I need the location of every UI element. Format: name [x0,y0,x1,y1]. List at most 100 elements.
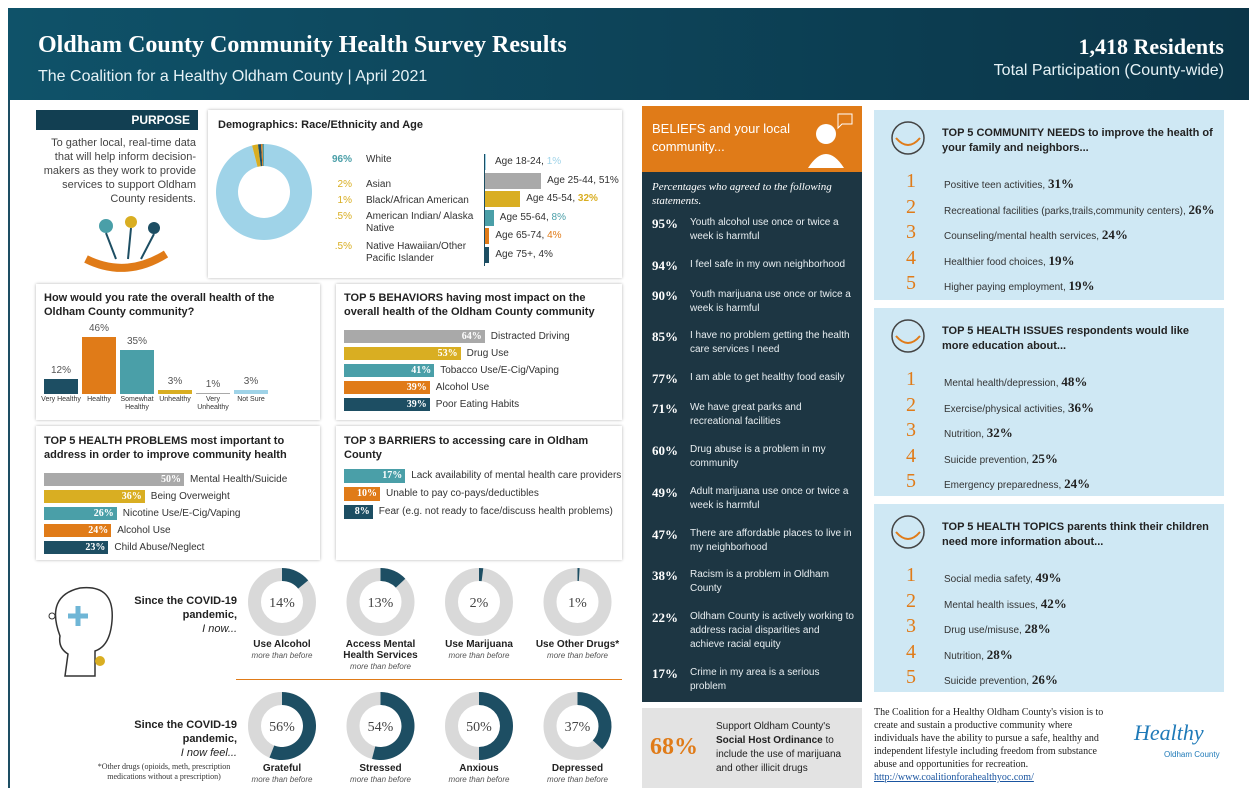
bar-value: 23% [74,542,105,553]
covid-heading: Since the COVID-19 pandemic, [131,718,237,746]
race-value: .5% [328,241,352,252]
item-value: 25% [1032,451,1058,466]
rank: 3 [906,615,916,638]
belief-value: 94% [652,258,690,274]
item-text: Drug use/misuse, [944,625,1022,636]
age-value: 32% [578,193,598,204]
covid-donuts: 14%13%2%1%56%54%50%37% [36,566,622,788]
belief-row: 49%Adult marijuana use once or twice a w… [652,485,856,513]
item-value: 26% [1189,202,1215,217]
left-rule [8,100,10,788]
list-item: Drug use/misuse, 28% [944,621,1220,637]
bar-category: Tobacco Use/E-Cig/Vaping [440,365,559,376]
bar-value: 12% [44,365,78,376]
belief-value: 22% [652,610,690,652]
bar-category: Unhealthy [154,396,196,404]
donut-label: Depressed [533,763,623,774]
donut-value: 13% [368,596,394,611]
bar-category: Healthy [78,396,120,404]
demographics-panel: Demographics: Race/Ethnicity and Age 96%… [208,110,622,278]
belief-row: 38%Racism is a problem in Oldham County [652,568,856,596]
rank: 4 [906,641,916,664]
belief-text: Racism is a problem in Oldham County [690,568,856,596]
page: Oldham County Community Health Survey Re… [0,0,1257,788]
age-label: Age 55-64, 8% [500,212,566,223]
donut-value: 50% [466,720,492,735]
footnote: *Other drugs (opioids, meth, prescriptio… [86,762,242,782]
donut-label: Use Marijuana [434,639,524,650]
bar-value: 1% [196,379,230,390]
ordinance-before: Support Oldham County's [716,721,830,732]
rank: 4 [906,445,916,468]
problems-panel: TOP 5 HEALTH PROBLEMS most important to … [36,426,320,560]
bar-value: 24% [77,525,108,536]
donut-label: Grateful [237,763,327,774]
bar-category: Child Abuse/Neglect [114,542,204,553]
belief-row: 17%Crime in my area is a serious problem [652,666,856,694]
item-text: Social media safety, [944,574,1033,585]
list-item: Mental health issues, 42% [944,596,1220,612]
item-value: 26% [1032,672,1058,687]
beliefs-header: BELIEFS and your local community... [642,106,862,172]
item-value: 48% [1061,374,1087,389]
list-item: Suicide prevention, 25% [944,451,1220,467]
race-name: Native Hawaiian/Other Pacific Islander [366,241,478,265]
age-label: Age 25-44, 51% [547,175,619,186]
purpose-illustration [76,214,176,274]
belief-text: I feel safe in my own neighborhood [690,258,845,274]
item-text: Recreational facilities (parks,trails,co… [944,206,1186,217]
subtitle: The Coalition for a Healthy Oldham Count… [38,68,427,86]
pie-slice [216,144,312,240]
list-item: Higher paying employment, 19% [944,278,1220,294]
ordinance-value: 68% [650,734,698,761]
age-bar [485,228,489,244]
belief-text: There are affordable places to live in m… [690,527,856,555]
footer-link[interactable]: http://www.coalitionforahealthyoc.com/ [874,772,1034,783]
list-title: TOP 5 COMMUNITY NEEDS to improve the hea… [942,126,1214,156]
donut-label: Stressed [336,763,426,774]
bar-value: 53% [427,348,458,359]
belief-text: I have no problem getting the health car… [690,329,856,357]
rank: 3 [906,221,916,244]
rank: 2 [906,394,916,417]
logo: Healthy Oldham County [1124,712,1224,772]
item-text: Nutrition, [944,429,984,440]
rank: 5 [906,470,916,493]
title: Oldham County Community Health Survey Re… [38,32,567,59]
list-title: TOP 5 HEALTH TOPICS parents think their … [942,520,1214,550]
race-value: 96% [328,154,352,165]
item-text: Mental health/depression, [944,378,1059,389]
needs-panel: TOP 5 COMMUNITY NEEDS to improve the hea… [874,110,1224,300]
section-icon [880,114,936,170]
panel-title: TOP 5 HEALTH PROBLEMS most important to … [44,434,314,462]
belief-value: 77% [652,371,690,387]
overall-health-panel: How would you rate the overall health of… [36,284,320,420]
bar-value: 3% [158,376,192,387]
bar-category: Somewhat Healthy [116,396,158,412]
bar-value: 39% [396,399,427,410]
bar-category: Nicotine Use/E-Cig/Vaping [123,508,241,519]
belief-value: 38% [652,568,690,596]
donut-label: Anxious [434,763,524,774]
age-name: Age 55-64, [500,212,549,223]
donut-value: 54% [368,720,394,735]
donut-note: more than before [237,775,327,784]
list-item: Healthier food choices, 19% [944,253,1220,269]
bar-value: 50% [150,474,181,485]
race-name: White [366,154,478,166]
bar-category: Fear (e.g. not ready to face/discuss hea… [379,506,613,517]
rank: 1 [906,564,916,587]
donut-value: 2% [470,596,489,611]
race-value: 1% [328,195,352,206]
panel-title: TOP 3 BARRIERS to accessing care in Oldh… [344,434,616,462]
bar [234,390,268,394]
item-text: Emergency preparedness, [944,480,1061,491]
age-name: Age 18-24, [495,156,544,167]
age-value: 8% [552,212,566,223]
donut-label: Use Other Drugs* [533,639,623,650]
bar-category: Not Sure [230,396,272,404]
bar-category: Drug Use [467,348,509,359]
item-text: Mental health issues, [944,600,1038,611]
donut-value: 1% [568,596,587,611]
logo-text: Healthy [1134,720,1204,746]
